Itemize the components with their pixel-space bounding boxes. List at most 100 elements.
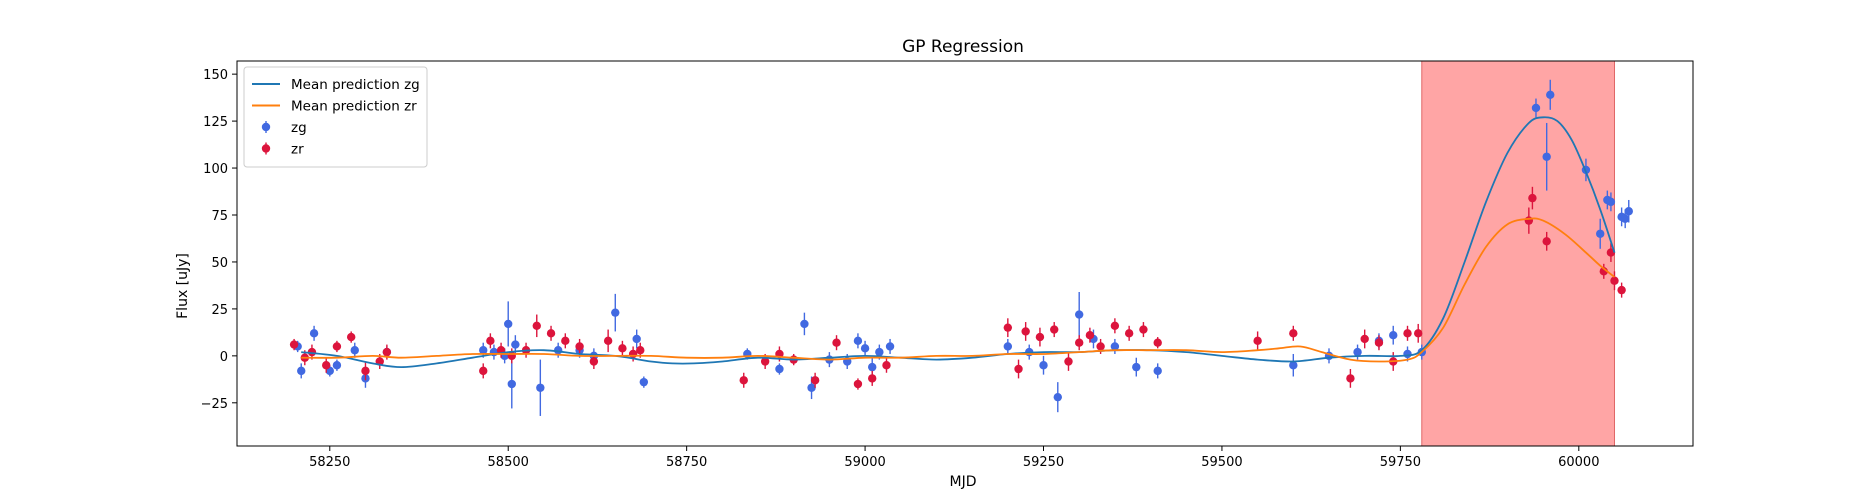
legend-item-zg: zg (261, 120, 307, 136)
data-point (860, 344, 870, 353)
plot-area (289, 61, 1633, 446)
legend-item-mean-prediction-zg: Mean prediction zg (252, 77, 420, 93)
data-point (1403, 329, 1412, 338)
data-point (589, 357, 599, 366)
x-tick-label: 59500 (1201, 455, 1242, 470)
data-point (1624, 207, 1633, 216)
data-point (307, 347, 317, 357)
y-tick-label: 125 (203, 115, 228, 130)
chart-title: GP Regression (902, 37, 1024, 57)
data-point (1039, 361, 1048, 370)
data-point (486, 336, 495, 346)
x-tick-label: 58500 (488, 455, 529, 470)
legend-box (243, 66, 428, 168)
data-point (1546, 90, 1555, 100)
data-point (479, 346, 488, 355)
data-point (1110, 321, 1120, 331)
legend: Mean prediction zg Mean prediction zr zg zr (243, 66, 428, 168)
data-point (760, 357, 770, 366)
data-point (1617, 285, 1626, 295)
data-point (1353, 347, 1362, 357)
data-point (504, 319, 513, 329)
data-point (1153, 366, 1162, 376)
data-point (636, 346, 645, 355)
data-point (807, 383, 816, 392)
data-point (1074, 310, 1084, 319)
data-point (632, 334, 641, 344)
legend-item-mean-prediction-zr: Mean prediction zr (252, 99, 417, 115)
data-point (1346, 374, 1355, 383)
data-point (532, 321, 541, 331)
x-tick-label: 58250 (309, 455, 350, 470)
data-point (885, 342, 895, 351)
legend-label: Mean prediction zg (291, 77, 420, 93)
data-point (628, 349, 638, 359)
data-point (1021, 327, 1030, 336)
data-point (1374, 338, 1384, 347)
data-point (882, 361, 891, 370)
data-point (1110, 342, 1120, 351)
data-point (289, 340, 299, 349)
data-point (875, 347, 884, 357)
x-tick-label: 59000 (844, 455, 885, 470)
data-point (775, 364, 784, 374)
series-line-mean-prediction-zg (301, 116, 1616, 369)
data-point (853, 336, 863, 346)
y-axis: −25 0 25 50 75 100 125 150 (201, 68, 237, 412)
data-point (346, 332, 356, 342)
data-point (1064, 357, 1073, 366)
data-point (1596, 229, 1605, 238)
data-point (1132, 362, 1141, 372)
y-tick-label: 75 (211, 209, 228, 224)
data-point (1074, 338, 1084, 347)
data-point (1528, 193, 1537, 203)
data-point (1085, 330, 1095, 340)
data-point (868, 374, 877, 383)
y-tick-label: −25 (201, 397, 228, 412)
x-axis: 58250 58500 58750 59000 59250 59500 59750 60000 (309, 446, 1599, 470)
data-point (350, 346, 359, 355)
data-point (1542, 152, 1551, 161)
data-point (1289, 329, 1298, 338)
data-point (618, 344, 627, 353)
y-tick-label: 100 (203, 162, 228, 177)
data-point (511, 340, 520, 349)
data-point (382, 347, 392, 357)
legend-label: Mean prediction zr (291, 99, 417, 115)
data-point (1414, 329, 1423, 338)
axes-frame (236, 60, 1694, 447)
data-point (810, 376, 820, 385)
data-point (1253, 336, 1262, 346)
data-point (639, 377, 649, 387)
highlight-region (1421, 61, 1615, 446)
data-point (575, 342, 584, 351)
x-tick-label: 59250 (1023, 455, 1064, 470)
data-point (561, 336, 570, 346)
x-tick-label: 60000 (1558, 455, 1599, 470)
data-point (507, 379, 516, 389)
y-tick-label: 0 (220, 350, 228, 365)
legend-label: zr (291, 142, 304, 158)
legend-item-zr: zr (261, 142, 304, 158)
y-tick-label: 25 (211, 303, 228, 318)
data-point (297, 366, 306, 376)
data-point (1153, 338, 1162, 347)
x-tick-label: 58750 (666, 455, 707, 470)
data-point (1096, 342, 1105, 351)
data-point (1389, 330, 1398, 340)
data-point (479, 366, 488, 376)
data-point (322, 361, 331, 370)
data-point (1124, 329, 1134, 338)
data-point (1050, 325, 1059, 334)
legend-swatch (261, 144, 271, 153)
data-point (1003, 342, 1013, 351)
data-point (1620, 214, 1630, 223)
data-point (1606, 197, 1616, 207)
data-point (611, 308, 620, 317)
data-point (1610, 276, 1619, 285)
data-point (361, 366, 370, 376)
legend-label: zg (291, 120, 307, 136)
data-point (332, 361, 342, 370)
data-point (1360, 334, 1369, 344)
